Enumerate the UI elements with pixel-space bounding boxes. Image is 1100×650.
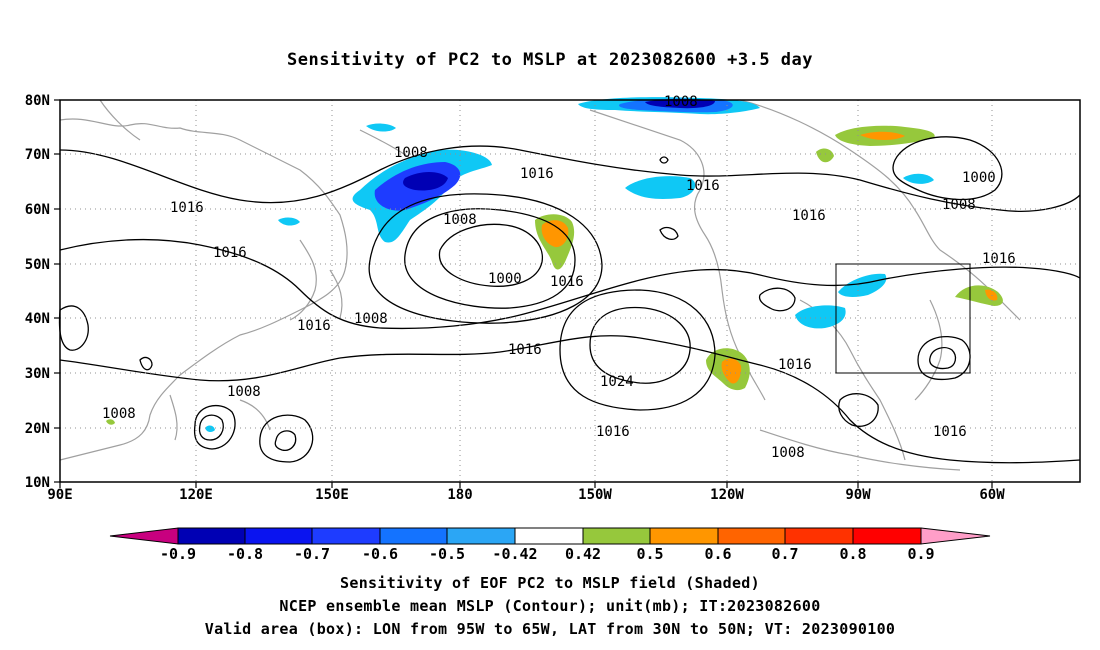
colorbar-labels: -0.9 -0.8 -0.7 -0.6 -0.5 -0.42 0.42 0.5 …	[160, 545, 935, 563]
lat-tick-label: 10N	[25, 475, 50, 491]
colorbar-label: 0.8	[839, 545, 866, 563]
contour-labels: 1008 1008 1016 1016 1000 1008 1016 1008 …	[102, 94, 1016, 461]
lon-tick-label: 60W	[979, 487, 1005, 503]
lat-axis: 80N 70N 60N 50N 40N 30N 20N 10N	[25, 93, 60, 491]
colorbar-cell	[852, 527, 922, 545]
colorbar-cell	[311, 527, 381, 545]
colorbar-cell	[379, 527, 448, 545]
colorbar-cell	[920, 527, 991, 545]
map-figure: 1008 1008 1016 1016 1000 1008 1016 1008 …	[25, 93, 1081, 563]
lon-tick-label: 150W	[578, 487, 612, 503]
contour-label: 1000	[962, 170, 996, 186]
contour-label: 1016	[982, 251, 1016, 267]
colorbar-cell	[582, 527, 651, 545]
colorbar-label: 0.42	[565, 545, 601, 563]
lon-tick-label: 90W	[845, 487, 871, 503]
contour-label: 1016	[550, 274, 584, 290]
map-frame	[59, 99, 1081, 483]
colorbar-cell	[109, 527, 179, 545]
lat-tick-label: 80N	[25, 93, 50, 109]
mslp-contours	[58, 136, 1081, 464]
footer-line-2: NCEP ensemble mean MSLP (Contour); unit(…	[279, 597, 821, 615]
colorbar-cell	[514, 527, 584, 545]
contour-label: 1008	[102, 406, 136, 422]
lat-tick-label: 20N	[25, 421, 50, 437]
lon-axis: 90E 120E 150E 180 150W 120W 90W 60W	[47, 482, 1005, 503]
colorbar-label: 0.5	[636, 545, 663, 563]
footer-line-3: Valid area (box): LON from 95W to 65W, L…	[204, 620, 896, 638]
contour-label: 1008	[942, 197, 976, 213]
footer-line-1: Sensitivity of EOF PC2 to MSLP field (Sh…	[340, 574, 760, 592]
lon-tick-label: 180	[447, 487, 472, 503]
lat-tick-label: 70N	[25, 147, 50, 163]
colorbar-cell	[717, 527, 786, 545]
contour-label: 1008	[664, 94, 698, 110]
colorbar-cell	[784, 527, 854, 545]
contour-label: 1008	[354, 311, 388, 327]
colorbar-label: 0.6	[704, 545, 731, 563]
colorbar-cell	[244, 527, 313, 545]
sensitivity-shading	[106, 97, 1003, 433]
contour-label: 1016	[686, 178, 720, 194]
lon-tick-label: 90E	[47, 487, 72, 503]
colorbar-cell	[446, 527, 516, 545]
contour-label: 1016	[213, 245, 247, 261]
contour-label: 1016	[933, 424, 967, 440]
colorbar-label: -0.9	[160, 545, 196, 563]
lon-tick-label: 120E	[179, 487, 213, 503]
valid-area-box	[835, 263, 971, 374]
colorbar-label: -0.6	[362, 545, 398, 563]
colorbar-label: 0.7	[771, 545, 798, 563]
colorbar-label: -0.7	[294, 545, 330, 563]
colorbar-label: 0.9	[907, 545, 934, 563]
contour-label: 1024	[600, 374, 634, 390]
contour-label: 1008	[771, 445, 805, 461]
contour-label: 1016	[508, 342, 542, 358]
lat-tick-label: 40N	[25, 311, 50, 327]
lat-tick-label: 50N	[25, 257, 50, 273]
contour-label: 1000	[488, 271, 522, 287]
contour-label: 1016	[596, 424, 630, 440]
contour-label: 1016	[792, 208, 826, 224]
contour-label: 1008	[394, 145, 428, 161]
lat-tick-label: 60N	[25, 202, 50, 218]
contour-label: 1016	[520, 166, 554, 182]
contour-label: 1016	[297, 318, 331, 334]
contour-label: 1016	[778, 357, 812, 373]
lat-tick-label: 30N	[25, 366, 50, 382]
chart-title: Sensitivity of PC2 to MSLP at 2023082600…	[286, 50, 813, 70]
colorbar-label: -0.42	[492, 545, 537, 563]
lon-tick-label: 150E	[315, 487, 349, 503]
colorbar-cell	[177, 527, 246, 545]
graticule	[60, 100, 1080, 482]
lon-tick-label: 120W	[710, 487, 744, 503]
contour-label: 1008	[227, 384, 261, 400]
contour-label: 1016	[170, 200, 204, 216]
colorbar-label: -0.5	[429, 545, 465, 563]
colorbar	[109, 527, 991, 545]
colorbar-label: -0.8	[227, 545, 263, 563]
colorbar-cell	[649, 527, 719, 545]
